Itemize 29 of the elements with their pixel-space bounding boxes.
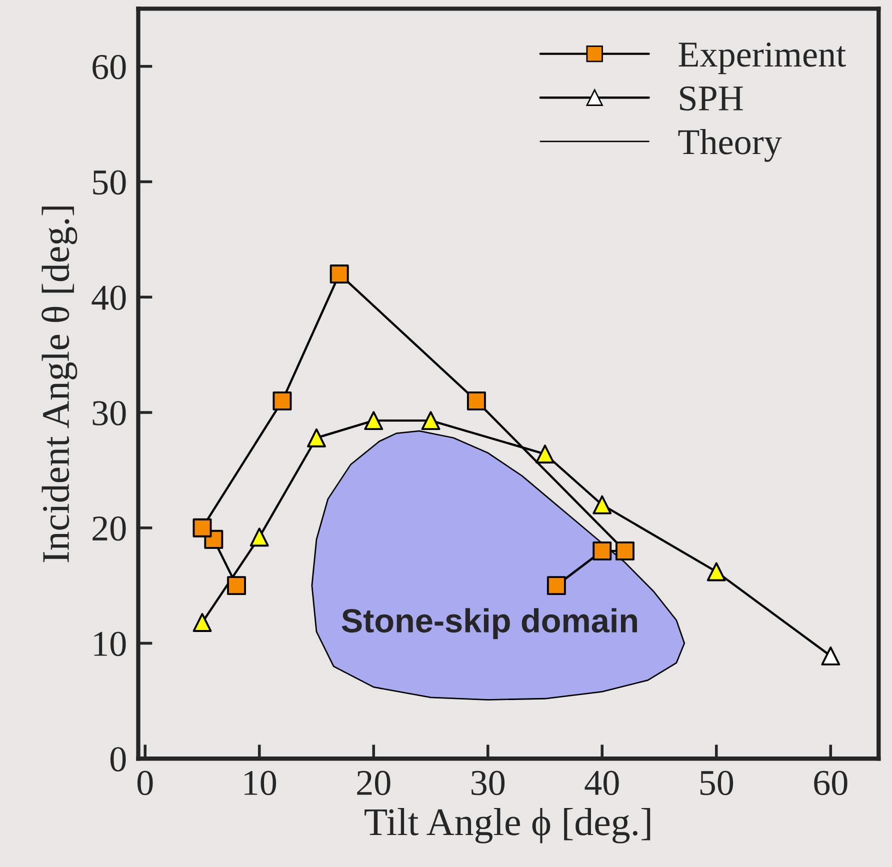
y-tick-label: 50 [93,170,126,195]
point [536,444,554,464]
y-tick-label: 10 [94,632,126,656]
y-tick-label: 20 [92,516,126,541]
legend-label: SPH [680,86,743,111]
x-tick-label: 40 [584,770,619,796]
y-axis-title: Incident Angle θ [deg.] [42,206,78,562]
point [364,411,384,430]
point [250,528,269,547]
legend-label: Experiment [678,42,846,74]
y-tick-label: 60 [92,54,126,80]
x-tick-label: 0 [137,770,153,796]
point [592,495,612,514]
point [307,428,326,448]
x-axis-title: Tilt Angle ϕ [deg.] [364,808,650,844]
y-tick-label: 0 [110,747,126,772]
point [821,646,840,666]
y-tick-label: 40 [92,286,126,310]
point [192,613,212,632]
x-tick-label: 30 [472,770,505,796]
legend-label: Theory [678,128,782,162]
point [421,411,440,430]
x-tick-label: 50 [700,770,734,796]
x-tick-label: 20 [357,770,390,796]
x-tick-label: 10 [244,770,276,796]
point [706,562,726,582]
annotation: Stone-skip domain [342,608,637,640]
x-tick-label: 60 [814,770,848,796]
y-tick-label: 30 [92,401,126,426]
